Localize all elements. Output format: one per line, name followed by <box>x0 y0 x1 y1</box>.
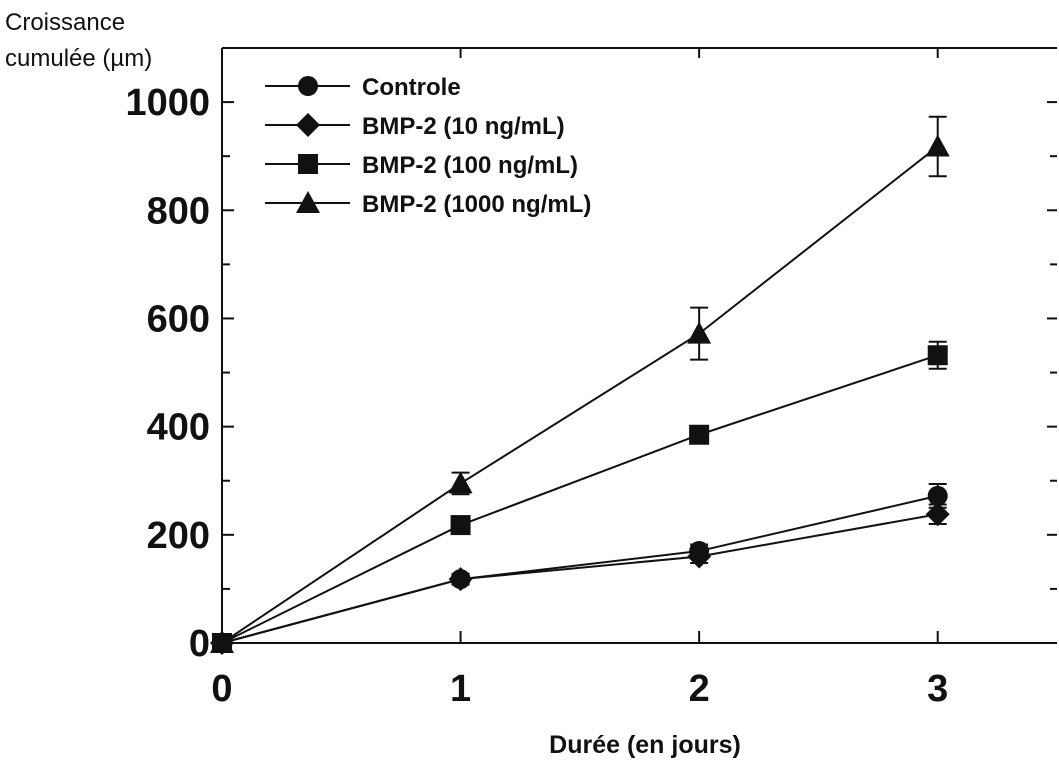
series-triangle <box>210 115 950 653</box>
data-point <box>687 321 712 344</box>
x-axis-label: Durée (en jours) <box>549 731 741 759</box>
plot-frame <box>221 47 1057 644</box>
legend-label: Controle <box>362 74 461 101</box>
x-tick-label: 1 <box>450 668 471 710</box>
y-axis-label-line-2: cumulée (µm) <box>5 45 152 72</box>
y-tick-label: 800 <box>147 190 210 232</box>
data-point <box>925 502 950 527</box>
series-line <box>221 145 939 644</box>
data-point <box>450 515 471 536</box>
legend: Controle BMP-2 (10 ng/mL) BMP-2 (100 ng/mL… <box>265 74 591 218</box>
series-line <box>221 354 939 644</box>
y-tick-label: 1000 <box>125 82 210 124</box>
y-tick-label: 600 <box>147 298 210 340</box>
x-tick-label: 3 <box>927 668 948 710</box>
data-point <box>927 345 948 366</box>
series-line <box>221 513 938 644</box>
legend-label: BMP-2 (100 ng/mL) <box>362 152 578 179</box>
x-tick-label: 0 <box>211 668 232 710</box>
series-square <box>212 340 948 653</box>
legend-marker <box>298 154 318 174</box>
y-tick-label: 400 <box>147 407 210 449</box>
series-layer <box>210 115 950 655</box>
legend-marker <box>298 76 318 96</box>
x-tick-label: 2 <box>689 668 710 710</box>
legend-label: BMP-2 (1000 ng/mL) <box>362 191 591 218</box>
data-point <box>689 424 710 445</box>
data-point <box>687 544 712 569</box>
data-point <box>927 485 948 506</box>
data-point <box>210 631 234 653</box>
legend-marker <box>296 113 320 137</box>
legend-label: BMP-2 (10 ng/mL) <box>362 113 565 140</box>
data-point <box>448 471 473 494</box>
y-tick-label: 200 <box>147 515 210 557</box>
y-ticks: 0 200 400 600 800 1000 <box>125 82 1057 665</box>
data-point <box>448 567 473 592</box>
x-ticks: 0 1 2 3 <box>211 48 948 710</box>
y-axis-label-line-1: Croissance <box>5 9 125 36</box>
data-point <box>925 134 950 157</box>
y-tick-label: 0 <box>189 623 210 665</box>
legend-marker <box>296 191 320 213</box>
series-line <box>221 494 938 644</box>
series-diamond <box>210 502 950 655</box>
